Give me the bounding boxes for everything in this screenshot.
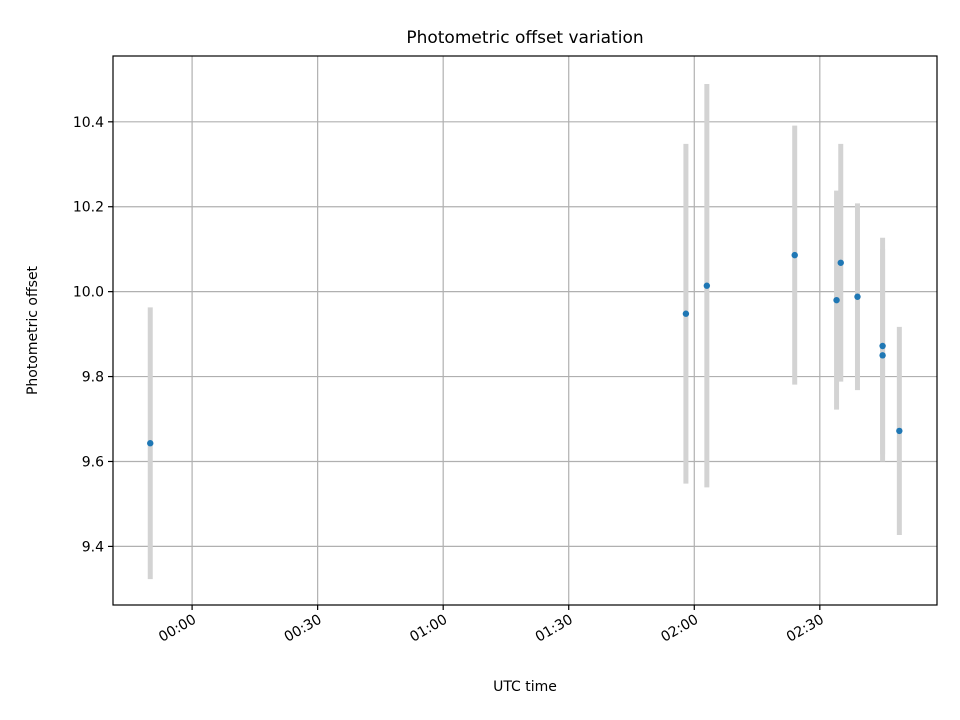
x-tick-label: 01:00	[407, 612, 450, 646]
data-point	[896, 427, 903, 435]
data-points	[147, 251, 903, 447]
data-point	[147, 440, 154, 447]
data-point	[682, 310, 690, 317]
data-point	[791, 251, 798, 259]
y-tick-label: 9.8	[82, 370, 104, 386]
data-point	[837, 259, 844, 266]
x-tick-label: 01:30	[533, 612, 576, 646]
x-tick-label: 02:30	[784, 612, 827, 646]
y-tick-label: 10.4	[73, 115, 104, 131]
y-axis-label: Photometric offset	[25, 265, 41, 395]
y-tick-label: 10.0	[73, 285, 104, 301]
grid-lines	[113, 56, 937, 605]
x-tick-label: 02:00	[658, 612, 701, 646]
data-point	[879, 352, 886, 359]
data-point	[854, 293, 861, 300]
data-point	[703, 282, 711, 289]
y-tick-label: 9.6	[82, 454, 104, 470]
x-tick-label: 00:00	[156, 612, 199, 646]
data-point	[833, 296, 840, 304]
y-axis-ticks: 9.4 9.6 9.8 10.0 10.2 10.4	[73, 115, 113, 555]
x-tick-label: 00:30	[282, 612, 325, 646]
x-axis-label: UTC time	[493, 679, 557, 695]
plot-frame	[112, 55, 938, 606]
y-tick-label: 9.4	[82, 539, 104, 555]
chart-title: Photometric offset variation	[406, 28, 643, 48]
y-tick-label: 10.2	[73, 200, 104, 216]
error-bars	[147, 84, 902, 580]
x-axis-ticks: 00:00 00:30 01:00 01:30 02:00 02:30	[156, 605, 827, 646]
data-point	[879, 342, 886, 350]
